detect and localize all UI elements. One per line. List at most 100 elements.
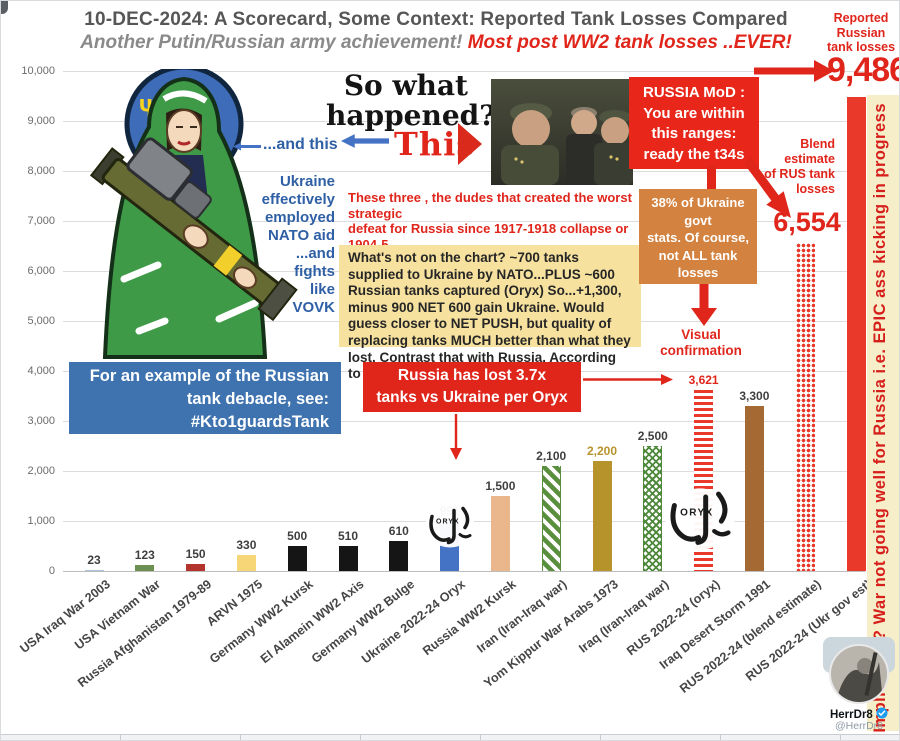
bar-value-label: 500 bbox=[287, 529, 308, 543]
gridline bbox=[63, 71, 865, 72]
uniform bbox=[594, 143, 633, 185]
bar-value-label: 610 bbox=[388, 523, 409, 538]
bar-germany-ww2-bulge bbox=[389, 540, 409, 571]
connector-stub bbox=[707, 166, 716, 191]
watermark-handle[interactable]: @HerrDr8 bbox=[835, 720, 883, 732]
bar-value-label: 2,100 bbox=[536, 449, 567, 463]
svg-text:ORYX: ORYX bbox=[436, 519, 460, 526]
lips bbox=[177, 140, 191, 146]
left-arrow-icon bbox=[341, 132, 389, 155]
bar-russia-ww2-kursk bbox=[490, 496, 510, 571]
reported-losses-value: 9,486 bbox=[827, 51, 900, 89]
avatar[interactable] bbox=[829, 644, 889, 704]
reported-losses-caption: Reported Russian tank losses bbox=[826, 11, 896, 54]
blend-estimate-value: 6,554 bbox=[773, 207, 841, 237]
face bbox=[512, 110, 550, 148]
bar-iran-iran-iraq-war- bbox=[541, 466, 561, 571]
bar-russia-afghanistan-1979-89 bbox=[186, 563, 206, 571]
y-tick-label: 9,000 bbox=[27, 115, 55, 127]
face bbox=[571, 110, 597, 136]
bar-usa-vietnam-war bbox=[135, 564, 155, 571]
left-arrow-icon bbox=[233, 139, 261, 159]
oryx-logo: ORYX bbox=[663, 487, 737, 556]
y-tick-label: 6,000 bbox=[27, 265, 55, 277]
bar-yom-kippur-war-arabs-1973 bbox=[592, 461, 612, 571]
y-tick-label: 10,000 bbox=[21, 65, 55, 77]
hand bbox=[232, 266, 257, 289]
subtitle-gray-text: Another Putin/Russian army achievement! bbox=[80, 32, 468, 53]
st-javelin-madonna-illustration: Ψ Ψ bbox=[69, 64, 319, 374]
veil-trim bbox=[162, 90, 208, 104]
coat bbox=[566, 134, 602, 185]
launcher-yellow-band bbox=[213, 245, 243, 276]
hand bbox=[182, 224, 209, 249]
bar-value-label: 1,500 bbox=[485, 479, 516, 493]
face bbox=[166, 109, 202, 153]
y-tick-label: 2,000 bbox=[27, 465, 55, 477]
account-name: HerrDr8 bbox=[829, 709, 873, 721]
svg-text:ORYX: ORYX bbox=[680, 507, 713, 518]
x-axis-label: USA Vietnam War bbox=[72, 577, 164, 653]
right-arrow-icon bbox=[583, 373, 673, 391]
diagonal-arrow-icon bbox=[741, 156, 797, 229]
ukraine-govt-stats-note: 38% of Ukraine govt stats. Of course, no… bbox=[639, 189, 757, 298]
blend-estimate-caption: Blend estimate of RUS tank losses bbox=[764, 137, 835, 196]
face bbox=[601, 117, 629, 145]
x-axis-line bbox=[63, 571, 865, 572]
bar-iraq-desert-storm-1991 bbox=[744, 406, 764, 571]
y-tick-label: 3,000 bbox=[27, 415, 55, 427]
bar-value-label: 3,621 bbox=[688, 372, 719, 387]
page-subtitle: Another Putin/Russian army achievement! … bbox=[41, 32, 831, 54]
gridline bbox=[63, 471, 865, 472]
gridline bbox=[63, 171, 865, 172]
kto1guardstank-note: For an example of the Russian tank debac… bbox=[69, 362, 341, 434]
page-title: 10-DEC-2024: A Scorecard, Some Context: … bbox=[84, 9, 788, 30]
verified-badge-icon bbox=[876, 707, 888, 719]
side-banner: Implication? War not going well for Russ… bbox=[867, 95, 899, 733]
y-tick-label: 1,000 bbox=[27, 515, 55, 527]
bar-el-alamein-ww2-axis bbox=[338, 545, 358, 571]
bar-value-label: 2,500 bbox=[637, 429, 668, 443]
watermark-name[interactable]: HerrDr8 bbox=[815, 707, 899, 721]
y-tick-label: 7,000 bbox=[27, 215, 55, 227]
launcher-sight-unit bbox=[126, 137, 193, 201]
gridline bbox=[63, 421, 865, 422]
and-this-label: ...and this bbox=[263, 136, 338, 153]
uniform bbox=[501, 145, 559, 185]
x-axis-label: RUS 2022-24 (oryx) bbox=[623, 577, 723, 659]
robe-highlights bbox=[120, 261, 259, 335]
x-axis-label: Russia WW2 Kursk bbox=[420, 577, 520, 659]
bar-value-label: 510 bbox=[337, 528, 359, 543]
bar-arvn-1975 bbox=[236, 554, 256, 571]
bar-iraq-iran-iraq-war- bbox=[643, 446, 663, 571]
bar-value-label: 330 bbox=[236, 537, 257, 552]
bar-rus-2022-24-blend-estimate- bbox=[795, 243, 815, 571]
oryx-logo: ORYX bbox=[425, 503, 475, 554]
down-arrow-icon bbox=[448, 414, 464, 465]
right-arrowhead-icon bbox=[458, 123, 482, 165]
launcher-front-cap bbox=[257, 277, 298, 322]
chart-frame-strip bbox=[1, 734, 899, 740]
y-tick-label: 8,000 bbox=[27, 165, 55, 177]
y-tick-label: 0 bbox=[48, 565, 55, 577]
bar-value-label: 150 bbox=[185, 546, 206, 561]
ukraine-aid-note: Ukraine effectively employed NATO aid ..… bbox=[261, 173, 335, 316]
x-axis-label: Iraq (Iran-Iraq war) bbox=[576, 577, 672, 656]
launcher-grip-block bbox=[173, 181, 212, 219]
bar-value-label: 3,300 bbox=[739, 389, 770, 403]
y-tick-label: 4,000 bbox=[27, 365, 55, 377]
visual-confirmation-label: Visual confirmation bbox=[660, 327, 742, 358]
y-tick-label: 5,000 bbox=[27, 315, 55, 327]
bar-value-label: 23 bbox=[87, 552, 101, 567]
bar-rus-2022-24-ukr-gov-est- bbox=[846, 96, 866, 571]
cropped-ui-fragment bbox=[1, 1, 8, 14]
bar-value-label: 123 bbox=[134, 547, 155, 562]
whats-not-on-chart-note: What's not on the chart? ~700 tanks supp… bbox=[339, 245, 641, 381]
down-arrow-icon bbox=[689, 284, 719, 331]
bar-germany-ww2-kursk bbox=[287, 546, 307, 571]
x-axis-label: Iran (Iran-Iraq war) bbox=[474, 577, 570, 656]
right-arrow-icon bbox=[754, 59, 834, 88]
russia-3-7x-note: Russia has lost 3.7x tanks vs Ukraine pe… bbox=[363, 362, 581, 412]
